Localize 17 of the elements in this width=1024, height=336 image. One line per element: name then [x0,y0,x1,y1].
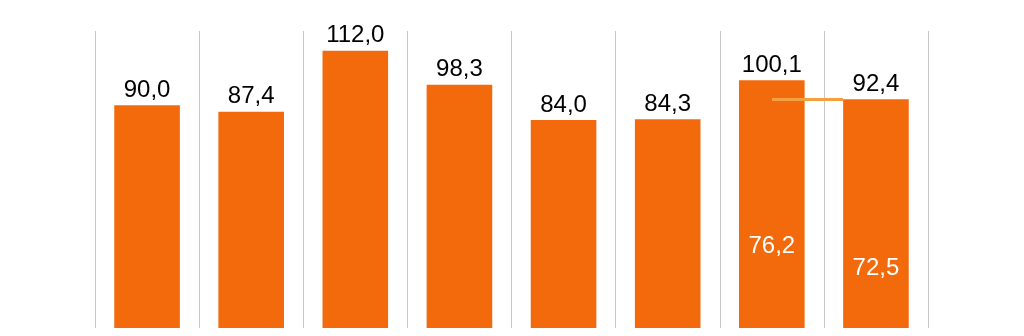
data-label: 84,3 [644,88,692,116]
data-label: 98,3 [436,54,483,82]
bar [843,99,909,328]
bar [114,105,180,328]
annotation: 76,2 [748,231,796,259]
data-label: 84,0 [540,89,587,117]
bar [218,111,284,328]
data-label: 90,0 [123,74,171,102]
data-label: 112,0 [326,20,385,48]
annotation: 72,5 [852,253,900,281]
bar [322,50,389,328]
bar [530,120,597,328]
data-label: 100,1 [741,49,802,77]
data-label: 92,4 [852,68,900,96]
bar [634,119,701,328]
bar [426,84,493,328]
data-label: 87,4 [227,81,275,109]
